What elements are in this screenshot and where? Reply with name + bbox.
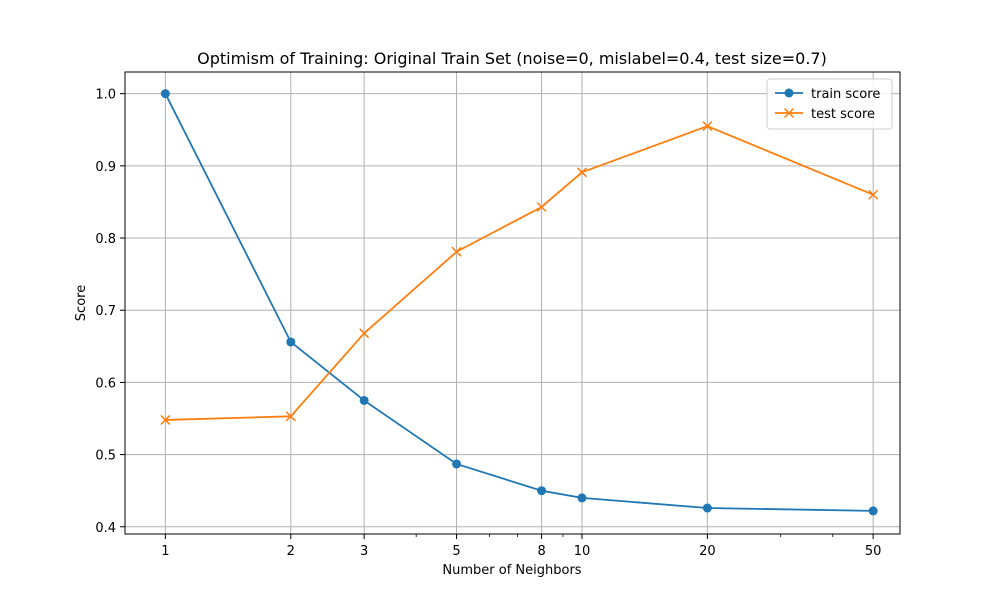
x-axis-label: Number of Neighbors (442, 563, 581, 578)
x-tick-label: 20 (699, 544, 716, 559)
y-tick-label: 0.6 (95, 376, 116, 391)
legend-test-score-marker (783, 107, 795, 119)
legend-train-score-marker (784, 88, 794, 98)
test-score-point (868, 189, 879, 200)
x-tick-label: 1 (161, 544, 169, 559)
y-tick-label: 0.9 (95, 160, 116, 175)
plot-frame (124, 71, 901, 535)
legend-train-score-label: train score (811, 87, 880, 102)
y-tick-label: 1.0 (95, 88, 116, 103)
legend-test-score-label: test score (811, 107, 875, 122)
axes: 1 2 3 5 8 10 20 50 0.4 0.5 0.6 0.7 0.8 0.9 1.0 (95, 71, 901, 559)
train-score-point (160, 89, 170, 99)
y-tick-label: 0.4 (95, 521, 116, 536)
chart-title: Optimism of Training: Original Train Set… (197, 49, 827, 68)
train-score-point (359, 395, 369, 405)
train-score-point (577, 493, 587, 503)
test-score-point (451, 246, 462, 257)
test-score-point (359, 328, 370, 339)
y-tick-label: 0.7 (95, 304, 116, 319)
train-score-point (452, 459, 462, 469)
x-tick-label: 3 (360, 544, 368, 559)
x-tick-label: 8 (537, 544, 545, 559)
x-tick-label: 5 (452, 544, 460, 559)
x-tick-label: 10 (574, 544, 591, 559)
x-tick-label: 2 (287, 544, 295, 559)
x-tick-label: 50 (865, 544, 882, 559)
y-tick-label: 0.5 (95, 449, 116, 464)
train-score-point (286, 337, 296, 347)
y-tick-label: 0.8 (95, 232, 116, 247)
test-score-point (536, 201, 547, 213)
train-score-point (537, 486, 547, 496)
train-score-line (164, 93, 874, 512)
test-score-point (160, 414, 171, 425)
grid (125, 72, 900, 534)
legend: train score test score (766, 78, 893, 130)
test-score-line (165, 125, 874, 421)
train-score-point (702, 503, 712, 513)
plot-series (160, 89, 879, 516)
legend-box (766, 78, 893, 130)
test-score-point (702, 121, 713, 132)
test-score-point (285, 411, 296, 422)
train-score-point (868, 506, 878, 516)
test-score-point (576, 167, 587, 178)
y-axis-label: Score (74, 285, 89, 321)
